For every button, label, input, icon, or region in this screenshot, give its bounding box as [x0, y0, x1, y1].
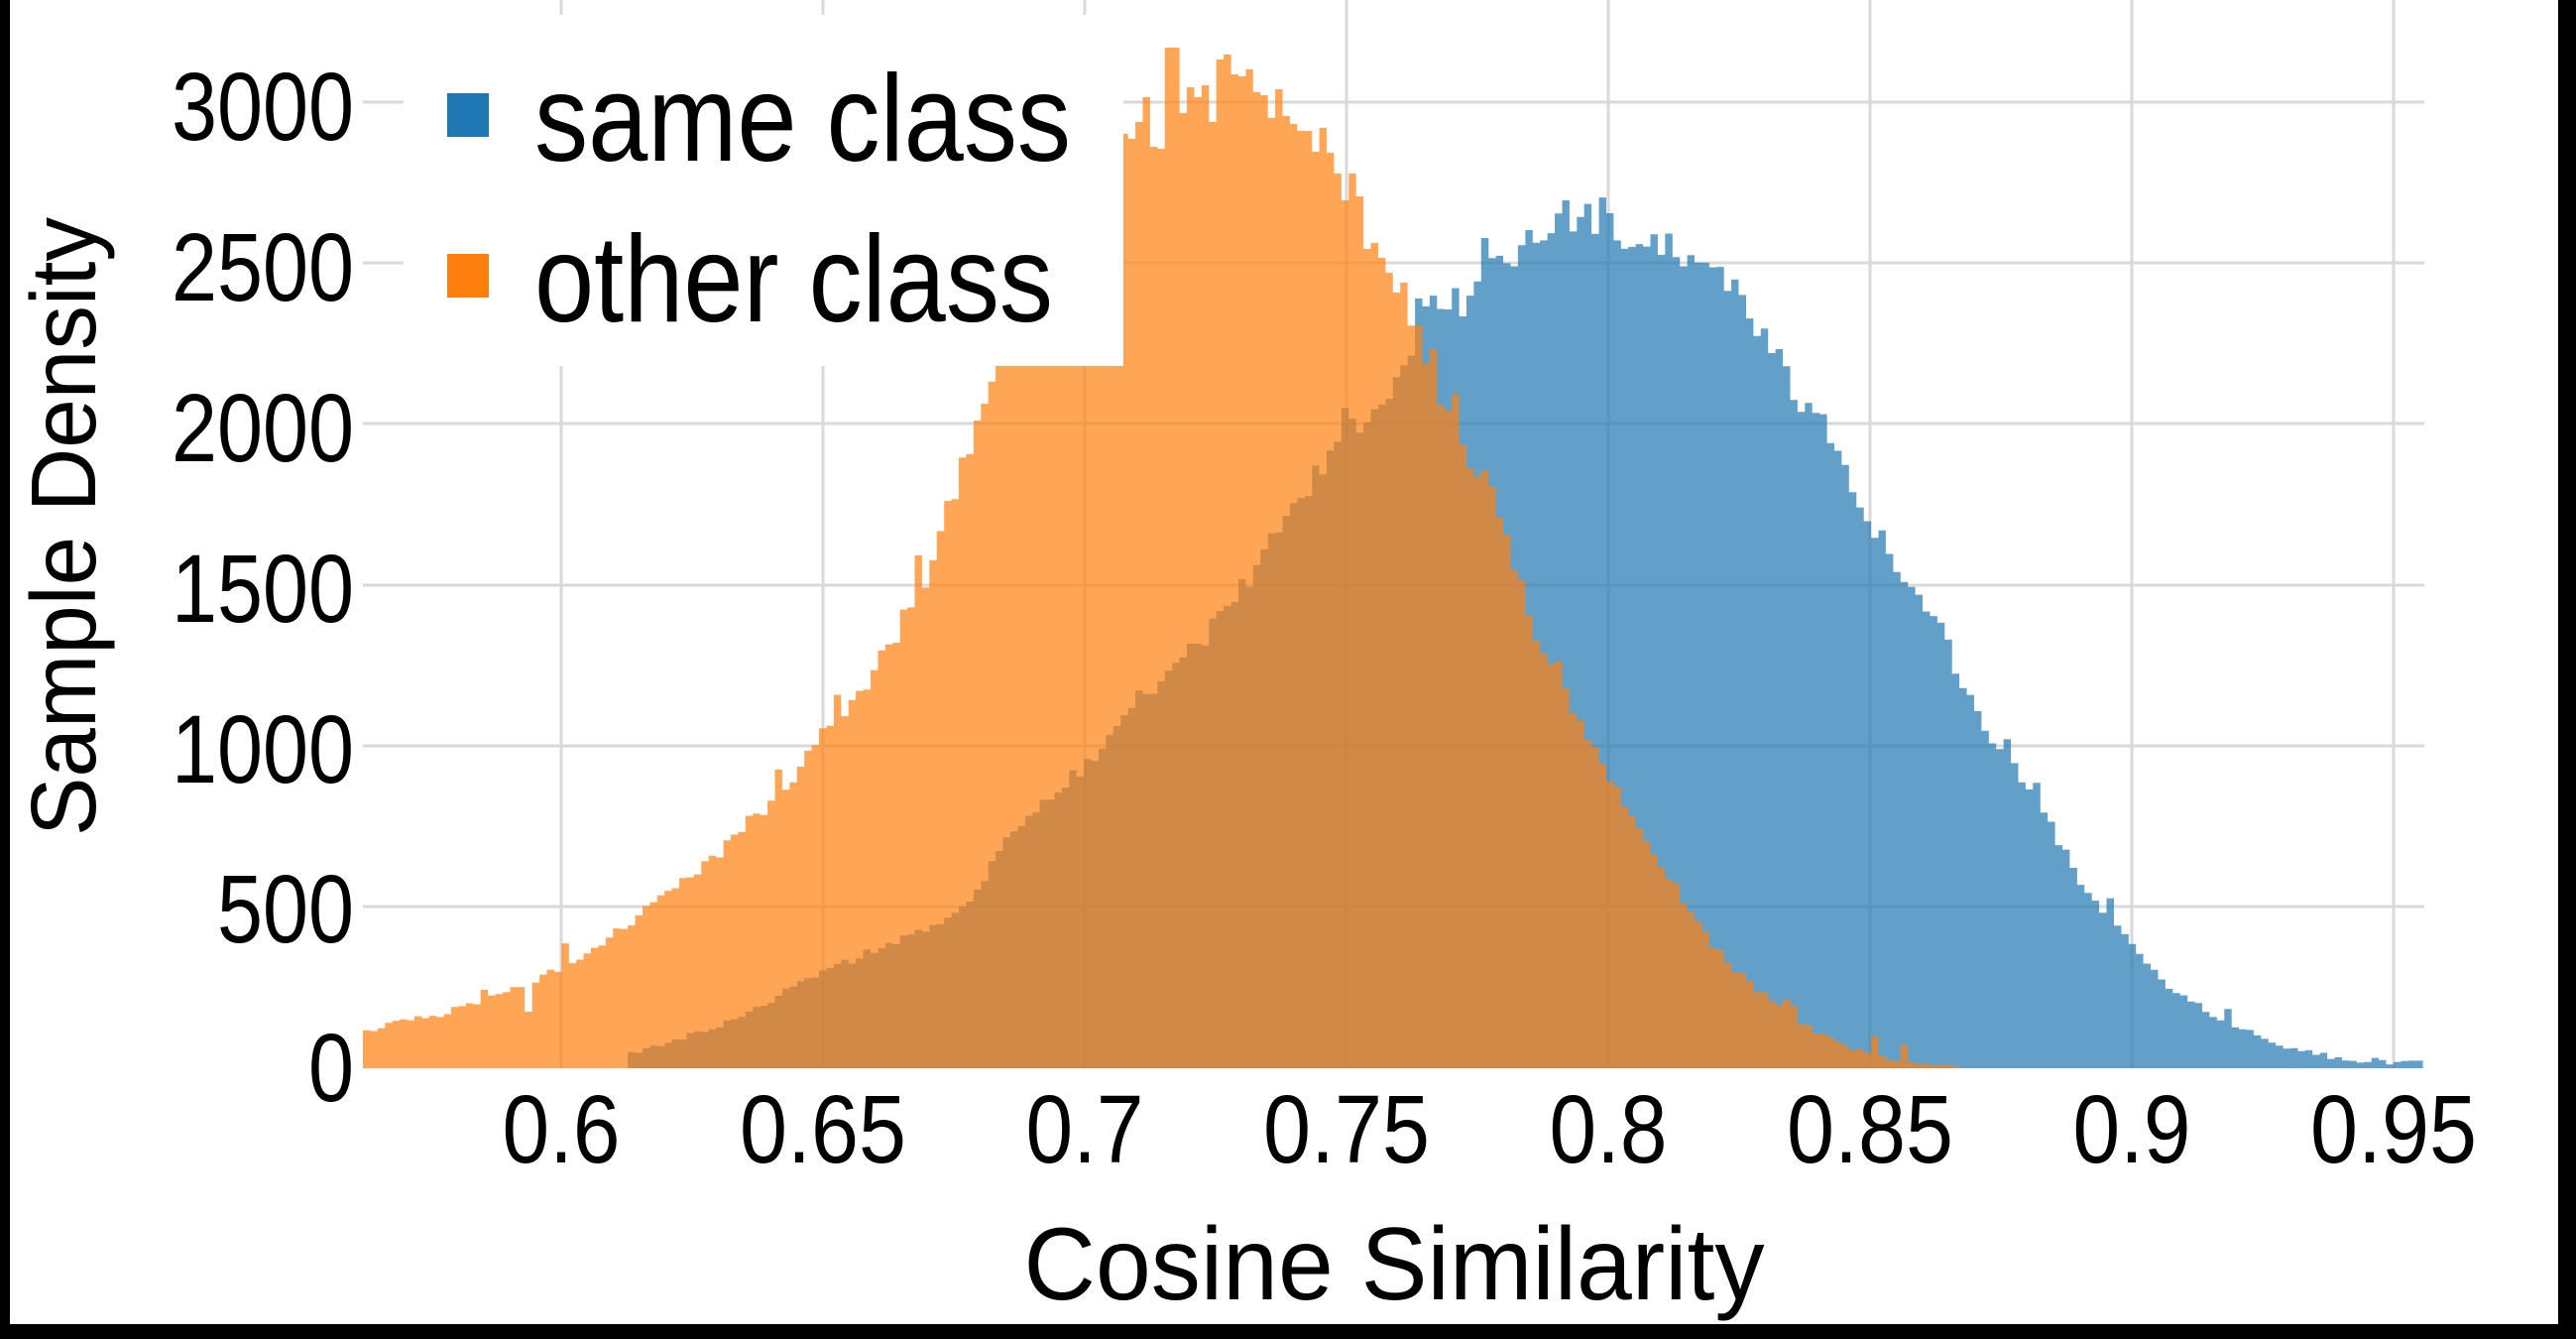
svg-text:3000: 3000: [172, 53, 354, 161]
svg-text:2000: 2000: [172, 374, 354, 482]
svg-text:500: 500: [217, 855, 354, 963]
svg-text:0.75: 0.75: [1263, 1075, 1430, 1183]
svg-text:2500: 2500: [172, 213, 354, 321]
svg-text:0.8: 0.8: [1550, 1075, 1668, 1183]
svg-text:0: 0: [308, 1014, 354, 1122]
svg-text:1500: 1500: [172, 535, 354, 643]
svg-text:0.9: 0.9: [2073, 1075, 2191, 1183]
svg-text:Cosine Similarity: Cosine Similarity: [1024, 1207, 1765, 1322]
svg-text:0.6: 0.6: [503, 1075, 621, 1183]
svg-text:1000: 1000: [172, 695, 354, 803]
svg-text:0.95: 0.95: [2310, 1075, 2477, 1183]
svg-text:same class: same class: [534, 51, 1071, 187]
svg-text:0.7: 0.7: [1026, 1075, 1144, 1183]
svg-text:Sample Density: Sample Density: [12, 217, 115, 836]
svg-text:0.65: 0.65: [740, 1075, 906, 1183]
svg-text:0.85: 0.85: [1787, 1075, 1953, 1183]
svg-text:other class: other class: [534, 211, 1053, 348]
